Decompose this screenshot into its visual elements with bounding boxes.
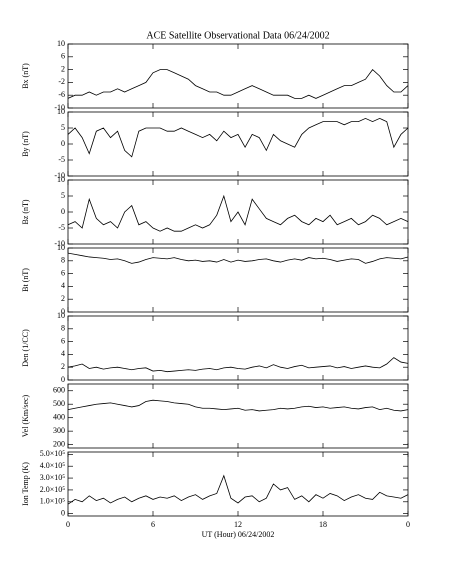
y-axis-label: Vel (Km/sec) (21, 394, 30, 437)
y-tick-label: 5.0×10⁵ (40, 449, 66, 458)
y-tick-label: 300 (53, 426, 65, 435)
y-axis-label: Bt (nT) (21, 268, 30, 292)
y-axis-label: By (nT) (21, 131, 30, 157)
y-tick-label: -5 (58, 155, 65, 164)
y-tick-label: -10 (54, 103, 65, 112)
panel-frame (67, 43, 409, 109)
data-line (67, 252, 409, 264)
x-tick-label: 6 (151, 520, 155, 529)
panel-frame (67, 383, 409, 449)
x-tick-label: 18 (319, 520, 327, 529)
data-line (67, 474, 409, 505)
y-tick-label: -10 (54, 239, 65, 248)
y-tick-label: 6 (61, 336, 65, 345)
data-line (67, 194, 409, 232)
y-tick-label: 6 (61, 52, 65, 61)
y-tick-label: 3.0×10⁵ (40, 473, 66, 482)
y-tick-label: 10 (57, 175, 65, 184)
y-tick-label: 2 (61, 294, 65, 303)
y-axis-label: Bz (nT) (21, 199, 30, 224)
data-line (67, 117, 409, 158)
y-tick-label: 10 (57, 311, 65, 320)
x-tick-label: 0 (406, 520, 410, 529)
y-tick-label: 8 (61, 256, 65, 265)
y-tick-label: 10 (57, 39, 65, 48)
y-tick-label: 0 (61, 139, 65, 148)
y-tick-label: 200 (53, 439, 65, 448)
x-tick-label: 0 (66, 520, 70, 529)
y-tick-label: 0 (61, 508, 65, 517)
y-tick-label: 2.0×10⁵ (40, 485, 66, 494)
y-tick-label: 4 (61, 281, 65, 290)
y-axis-label: Bx (nT) (21, 63, 30, 89)
y-tick-label: 0 (61, 307, 65, 316)
x-tick-label: 12 (234, 520, 242, 529)
y-tick-label: 2 (61, 64, 65, 73)
y-tick-label: 5 (61, 123, 65, 132)
data-line (67, 399, 409, 412)
y-tick-label: 0 (61, 207, 65, 216)
y-tick-label: -2 (58, 77, 65, 86)
y-tick-label: 600 (53, 386, 65, 395)
y-tick-label: -10 (54, 171, 65, 180)
data-line (67, 69, 409, 99)
chart-title: ACE Satellite Observational Data 06/24/2… (146, 30, 329, 41)
data-line (67, 357, 409, 373)
y-tick-label: 10 (57, 107, 65, 116)
y-tick-label: 5 (61, 191, 65, 200)
y-tick-label: 500 (53, 399, 65, 408)
y-tick-label: -5 (58, 223, 65, 232)
y-axis-label: Ion Temp (K) (21, 462, 30, 506)
y-axis-label: Den (1/CC) (21, 329, 30, 367)
x-axis-label: UT (Hour) 06/24/2002 (202, 530, 275, 539)
panel-frame (67, 315, 409, 381)
y-tick-label: 10 (57, 243, 65, 252)
panel-frame (67, 451, 409, 517)
y-tick-label: 0 (61, 375, 65, 384)
panel-frame (67, 247, 409, 313)
y-tick-label: 400 (53, 413, 65, 422)
y-tick-label: -6 (58, 90, 65, 99)
y-tick-label: 4 (61, 349, 65, 358)
y-tick-label: 6 (61, 268, 65, 277)
y-tick-label: 1.0×10⁵ (40, 497, 66, 506)
y-tick-label: 8 (61, 324, 65, 333)
y-tick-label: 4.0×10⁵ (40, 461, 66, 470)
y-tick-label: 2 (61, 362, 65, 371)
